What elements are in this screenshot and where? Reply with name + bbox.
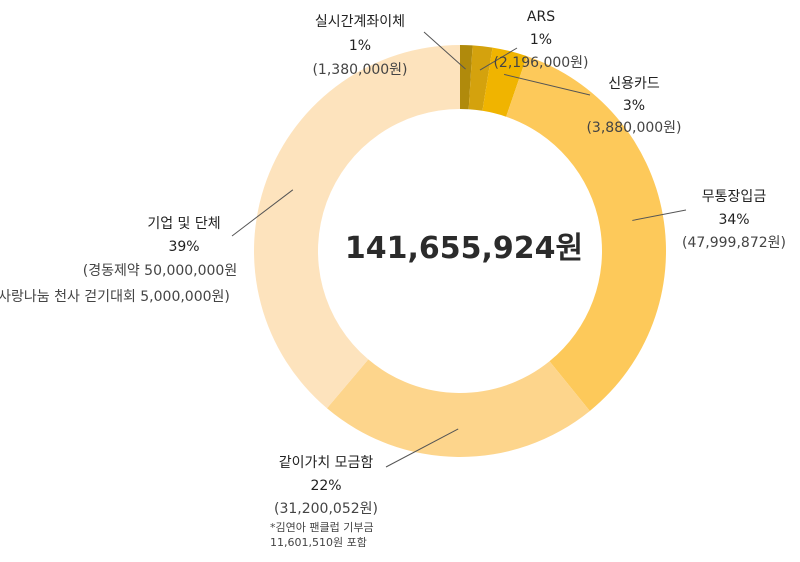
label-group-ars: ARS 1% (2,196,000원): [493, 9, 588, 71]
slice-note-label: 11,601,510원 포함: [270, 536, 367, 549]
slice-amount-label: (2,196,000원): [493, 55, 588, 71]
leader-line-0: [423, 31, 466, 70]
center-total-label: 141,655,924원: [345, 231, 583, 266]
slice-note-label: *김연아 팬클럽 기부금: [270, 520, 374, 534]
slice-name-label: 실시간계좌이체: [315, 14, 405, 30]
slice-name-label: 신용카드: [608, 76, 660, 92]
donut-slice-5: [254, 45, 460, 409]
leader-line-3: [632, 209, 687, 221]
slice-note-label: 사랑나눔 천사 걷기대회 5,000,000원): [0, 289, 230, 305]
slice-amount-label: (1,380,000원): [312, 62, 407, 78]
slice-amount-label: (경동제약 50,000,000원: [83, 263, 237, 279]
donut-slice-4: [326, 359, 590, 457]
donut-slice-2: [482, 47, 527, 117]
leader-lines: [231, 31, 687, 468]
slice-name-label: 무통장입금: [702, 189, 767, 205]
slice-percent-label: 34%: [718, 212, 749, 228]
slice-amount-label: (47,999,872원): [682, 235, 786, 251]
donut-slice-1: [468, 45, 493, 111]
slice-amount-label: (3,880,000원): [586, 120, 681, 136]
label-group-realtime-transfer: 실시간계좌이체 1% (1,380,000원): [312, 14, 407, 78]
slice-name-label: 기업 및 단체: [147, 216, 220, 232]
label-group-credit-card: 신용카드 3% (3,880,000원): [586, 76, 681, 136]
leader-line-4: [385, 428, 459, 468]
slices-layer: [254, 45, 667, 457]
slice-percent-label: 1%: [530, 32, 552, 48]
slice-name-label: 같이가치 모금함: [279, 455, 374, 471]
slice-percent-label: 22%: [310, 478, 341, 494]
leader-line-5: [231, 189, 294, 237]
slice-amount-label: (31,200,052원): [274, 501, 378, 517]
label-group-together-fund: 같이가치 모금함 22% (31,200,052원) *김연아 팬클럽 기부금 …: [270, 455, 378, 549]
slice-percent-label: 39%: [168, 239, 199, 255]
slice-name-label: ARS: [527, 9, 555, 25]
donut-slice-3: [506, 56, 667, 411]
leader-line-2: [503, 73, 591, 96]
label-group-bank-deposit: 무통장입금 34% (47,999,872원): [682, 189, 786, 251]
label-group-corporate: 기업 및 단체 39% (경동제약 50,000,000원 사랑나눔 천사 걷기…: [0, 216, 237, 305]
slice-percent-label: 1%: [349, 38, 371, 54]
donut-slice-0: [460, 45, 473, 110]
leader-line-1: [479, 47, 518, 71]
slice-percent-label: 3%: [623, 98, 645, 114]
